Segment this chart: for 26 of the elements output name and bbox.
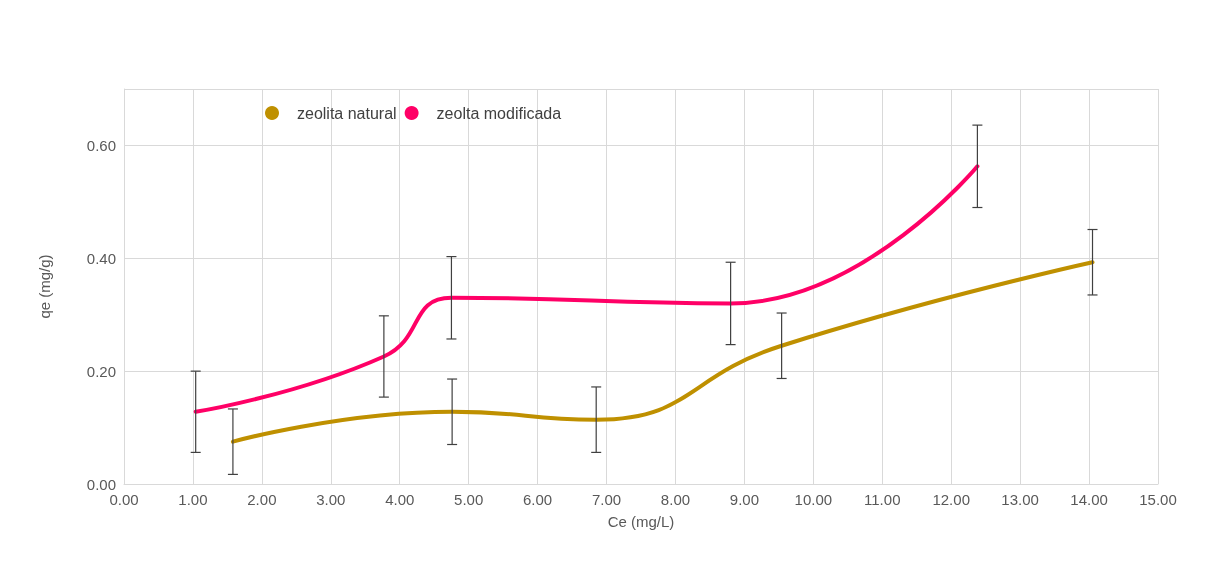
x-tick-label: 0.00 — [109, 491, 139, 508]
x-tick-label: 4.00 — [385, 491, 415, 508]
y-tick-label: 0.40 — [86, 249, 116, 267]
y-axis-title: qe (mg/g) — [36, 254, 53, 319]
x-tick-label: 1.00 — [178, 491, 208, 508]
x-tick-label: 5.00 — [454, 491, 484, 508]
x-tick-label: 10.00 — [794, 491, 833, 508]
x-tick-label: 9.00 — [729, 491, 759, 508]
legend-label: zeolita natural — [297, 104, 397, 122]
x-tick-label: 14.00 — [1070, 491, 1108, 508]
x-tick-label: 8.00 — [660, 491, 691, 508]
x-axis-title: Ce (mg/L) — [607, 513, 675, 530]
x-tick-label: 11.00 — [864, 491, 901, 508]
x-tick-label: 3.00 — [316, 491, 346, 508]
x-tick-label: 12.00 — [932, 491, 970, 508]
x-tick-label: 13.00 — [1001, 491, 1039, 508]
x-tick-label: 15.00 — [1139, 491, 1177, 508]
x-tick-label: 7.00 — [591, 491, 622, 508]
x-tick-label: 6.00 — [523, 491, 553, 508]
x-tick-label: 2.00 — [247, 491, 277, 508]
line-series — [230, 260, 1095, 444]
y-tick-label: 0.60 — [86, 136, 116, 154]
legend-label: zeolta modificada — [436, 104, 562, 122]
y-tick-label: 0.00 — [86, 475, 116, 493]
line-series — [193, 164, 980, 414]
y-tick-label: 0.20 — [86, 362, 116, 380]
